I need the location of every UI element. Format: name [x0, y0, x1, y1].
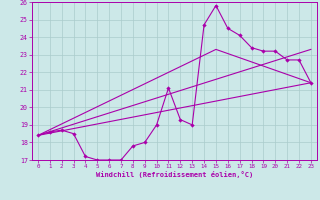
- X-axis label: Windchill (Refroidissement éolien,°C): Windchill (Refroidissement éolien,°C): [96, 171, 253, 178]
